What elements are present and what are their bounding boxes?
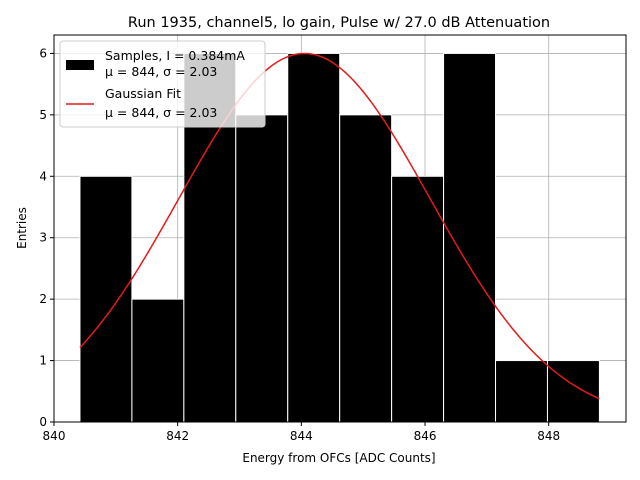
x-tick-label-0: 840 (43, 429, 66, 443)
x-axis-label: Energy from OFCs [ADC Counts] (242, 451, 435, 465)
bar-8 (495, 360, 548, 423)
bar-6 (391, 175, 445, 423)
legend: Samples, I = 0.384mA μ = 844, σ = 2.03 G… (59, 40, 266, 128)
x-tick-label-2: 844 (290, 429, 313, 443)
y-tick-label-5: 5 (39, 108, 47, 122)
y-axis-ticks: 0 1 2 3 4 5 6 (39, 46, 54, 429)
x-axis-ticks: 840 842 844 846 848 (43, 422, 560, 443)
chart-title: Run 1935, channel5, lo gain, Pulse w/ 27… (128, 15, 550, 31)
gaussian-fit-line (79, 52, 600, 400)
bar-5 (339, 114, 393, 423)
y-tick-label-2: 2 (39, 292, 47, 306)
x-tick-label-3: 846 (414, 429, 437, 443)
legend-samples-patch (66, 60, 94, 70)
bar-3 (235, 114, 289, 423)
legend-box (59, 40, 266, 128)
y-tick-label-4: 4 (39, 169, 47, 183)
y-axis-label: Entries (15, 207, 29, 249)
bar-0 (79, 175, 133, 423)
bar-9 (546, 360, 600, 423)
legend-samples-label: Samples, I = 0.384mA (105, 48, 245, 63)
x-tick-label-1: 842 (166, 429, 189, 443)
y-tick-label-3: 3 (39, 231, 47, 245)
legend-fit-stats: μ = 844, σ = 2.03 (105, 105, 217, 120)
bar-1 (131, 298, 185, 423)
legend-fit-label: Gaussian Fit (105, 86, 181, 101)
y-tick-label-0: 0 (39, 415, 47, 429)
y-tick-label-1: 1 (39, 354, 47, 368)
x-tick-label-4: 848 (537, 429, 560, 443)
y-tick-label-6: 6 (39, 46, 47, 60)
legend-samples-stats: μ = 844, σ = 2.03 (105, 64, 217, 79)
bar-7 (443, 52, 497, 423)
plot-frame (53, 34, 627, 423)
bar-4 (287, 52, 341, 423)
